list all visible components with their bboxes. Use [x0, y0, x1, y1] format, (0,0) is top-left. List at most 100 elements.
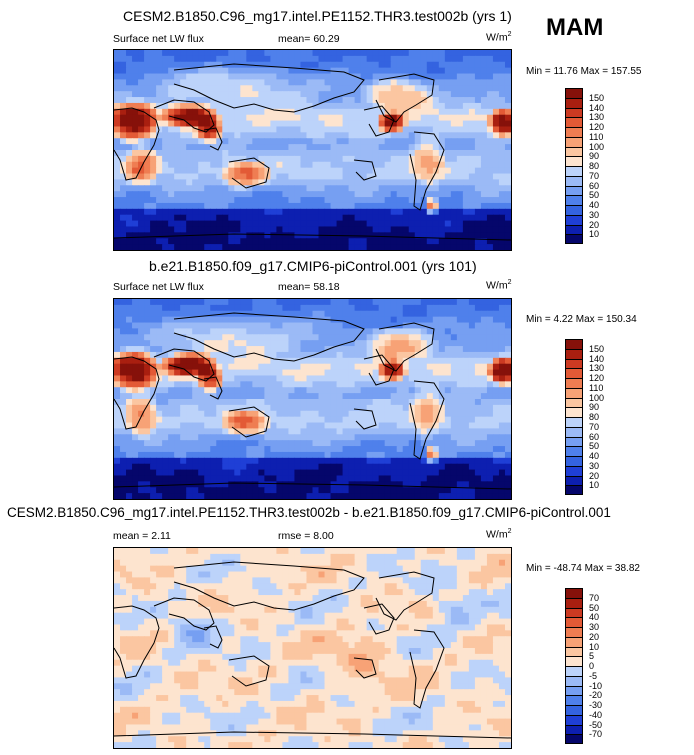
heatmap-cell: [120, 304, 127, 312]
heatmap-cell: [114, 328, 121, 335]
heatmap-cell: [294, 328, 302, 335]
heatmap-cell: [414, 316, 422, 324]
heatmap-cell: [270, 85, 278, 92]
heatmap-cell: [222, 67, 229, 75]
heatmap-cell: [474, 138, 482, 145]
coastline: [409, 131, 445, 211]
heatmap-cell: [360, 299, 368, 306]
heatmap-cell: [336, 565, 344, 573]
heatmap-cell: [132, 114, 139, 122]
heatmap-cell: [144, 375, 151, 382]
heatmap-cell: [444, 244, 452, 250]
heatmap-cell: [480, 410, 488, 418]
heatmap-cell: [210, 328, 217, 335]
heatmap-cell: [282, 238, 290, 245]
heatmap-cell: [252, 238, 259, 245]
heatmap-cell: [402, 446, 410, 453]
heatmap-cell: [444, 328, 452, 335]
heatmap-cell: [234, 102, 241, 110]
heatmap-cell: [258, 299, 265, 306]
heatmap-cell: [468, 126, 476, 133]
heatmap-cell: [468, 422, 476, 430]
heatmap-cell: [234, 451, 241, 459]
heatmap-cell: [228, 475, 235, 482]
heatmap-cell: [180, 559, 187, 567]
heatmap-cell: [234, 577, 241, 584]
heatmap-cell: [216, 191, 223, 198]
heatmap-cell: [492, 451, 500, 459]
heatmap-cell: [270, 553, 278, 561]
heatmap-cell: [414, 167, 422, 175]
heatmap-cell: [366, 185, 374, 192]
heatmap-cell: [378, 238, 386, 245]
heatmap-cell: [396, 150, 404, 157]
heatmap-cell: [342, 191, 350, 198]
heatmap-cell: [384, 55, 392, 63]
heatmap-cell: [162, 120, 169, 128]
heatmap-cell: [126, 410, 133, 418]
heatmap-cell: [336, 451, 344, 459]
heatmap-cell: [414, 91, 422, 98]
heatmap-cell: [264, 475, 271, 482]
heatmap-cell: [276, 126, 284, 133]
heatmap-cell: [144, 155, 151, 163]
heatmap-cell: [432, 214, 440, 222]
heatmap-cell: [504, 150, 511, 157]
heatmap-cell: [414, 381, 422, 388]
heatmap-cell: [300, 191, 308, 198]
heatmap-cell: [234, 381, 241, 388]
heatmap-cell: [306, 126, 314, 133]
heatmap-cell: [294, 548, 302, 555]
heatmap-cell: [114, 351, 121, 359]
heatmap-cell: [426, 108, 434, 116]
heatmap-cell: [450, 357, 458, 365]
heatmap-cell: [354, 155, 362, 163]
heatmap-cell: [342, 422, 350, 430]
heatmap-cell: [144, 220, 151, 228]
heatmap-cell: [240, 173, 247, 181]
heatmap-cell: [456, 322, 464, 330]
heatmap-cell: [354, 208, 362, 216]
heatmap-cell: [354, 387, 362, 394]
heatmap-cell: [426, 73, 434, 81]
heatmap-cell: [210, 457, 217, 465]
heatmap-cell: [288, 422, 296, 430]
heatmap-cell: [456, 226, 464, 233]
heatmap-cell: [282, 487, 290, 494]
heatmap-cell: [366, 387, 374, 394]
heatmap-cell: [168, 440, 175, 447]
heatmap-cell: [282, 202, 290, 210]
heatmap-cell: [408, 73, 416, 81]
heatmap-cell: [456, 553, 464, 561]
heatmap-cell: [354, 559, 362, 567]
heatmap-cell: [282, 173, 290, 181]
heatmap-cell: [432, 144, 440, 151]
heatmap-cell: [414, 226, 422, 233]
heatmap-cell: [336, 571, 344, 579]
heatmap-cell: [228, 553, 235, 561]
colorbar-swatch: [565, 107, 583, 118]
heatmap-cell: [360, 381, 368, 388]
heatmap-cell: [126, 369, 133, 377]
heatmap-cell: [324, 369, 332, 377]
heatmap-cell: [168, 161, 175, 169]
heatmap-cell: [246, 79, 253, 86]
colorbar-tick-label: 20: [589, 470, 600, 481]
heatmap-cell: [132, 232, 139, 239]
heatmap-cell: [372, 481, 380, 488]
heatmap-cell: [468, 451, 476, 459]
heatmap-cell: [114, 422, 121, 430]
heatmap-cell: [144, 553, 151, 561]
heatmap-cell: [174, 446, 181, 453]
heatmap-cell: [396, 577, 404, 584]
heatmap-cell: [468, 226, 476, 233]
heatmap-cell: [180, 381, 187, 388]
heatmap-cell: [492, 565, 500, 573]
colorbar-swatch: [565, 426, 583, 437]
heatmap-cell: [168, 422, 175, 430]
heatmap-cell: [342, 475, 350, 482]
heatmap-cell: [318, 144, 326, 151]
heatmap-cell: [300, 85, 308, 92]
heatmap-cell: [360, 144, 368, 151]
heatmap-cell: [126, 328, 133, 335]
